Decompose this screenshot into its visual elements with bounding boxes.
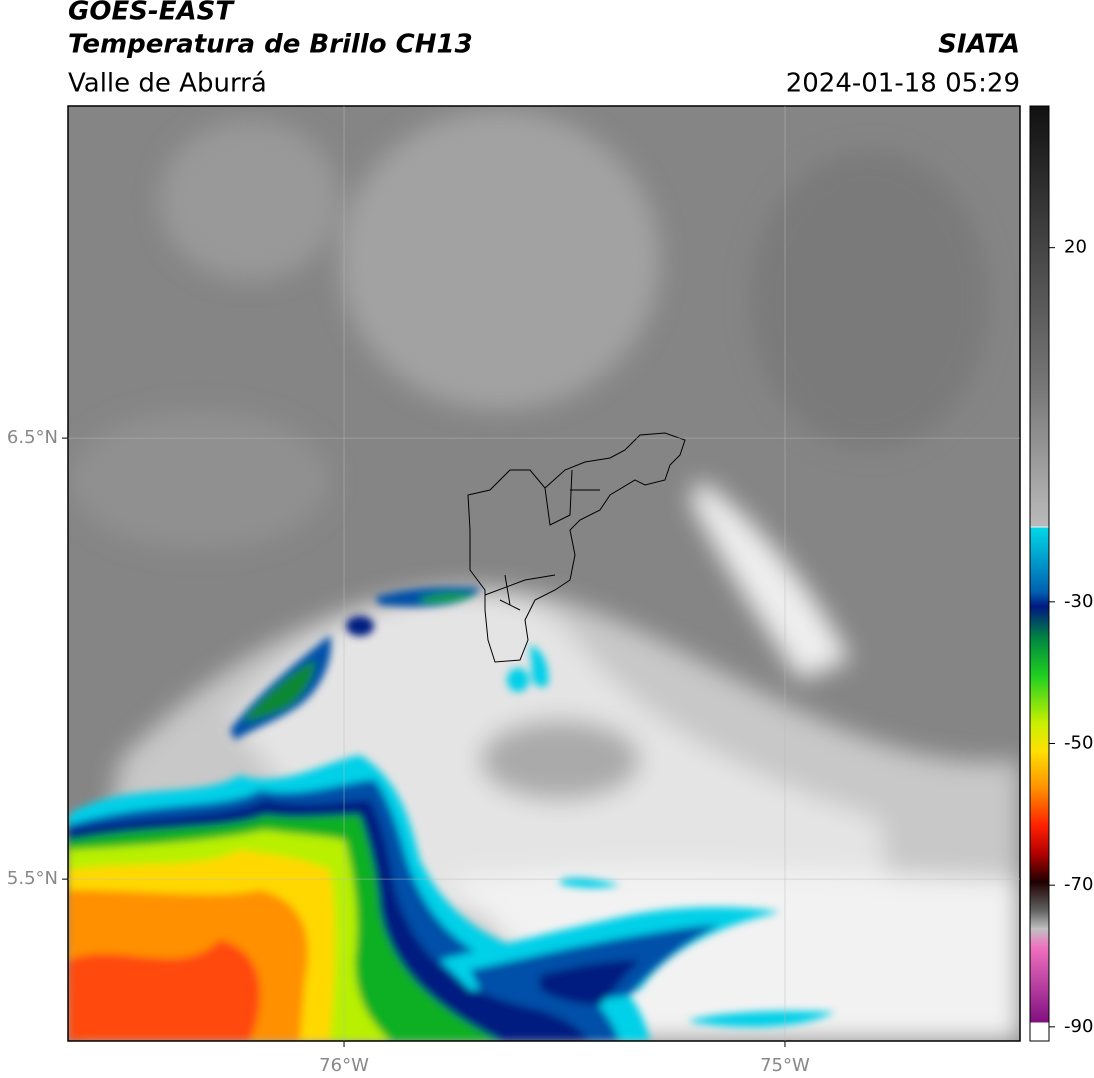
title-source: SIATA	[938, 30, 1020, 60]
x-tick-label: 76°W	[319, 1055, 369, 1076]
colorbar-tick-label: 20	[1064, 237, 1087, 258]
x-tick-label: 75°W	[760, 1055, 810, 1076]
satellite-image	[68, 106, 1020, 1041]
map-frame	[67, 105, 1021, 1042]
colorbar-tick-label: -30	[1064, 591, 1093, 612]
title-region: Valle de Aburrá	[68, 69, 267, 99]
colorbar-tick-label: -70	[1064, 874, 1093, 895]
colorbar-tick-label: -90	[1064, 1016, 1093, 1037]
title-product: Temperatura de Brillo CH13	[68, 30, 473, 60]
colorbar	[1029, 105, 1050, 1042]
title-datetime: 2024-01-18 05:29	[786, 69, 1020, 99]
y-tick-label: 6.5°N	[7, 427, 58, 448]
colorbar-tick-label: -50	[1064, 733, 1093, 754]
title-satellite: GOES-EAST	[68, 0, 235, 27]
y-tick-label: 5.5°N	[7, 868, 58, 889]
